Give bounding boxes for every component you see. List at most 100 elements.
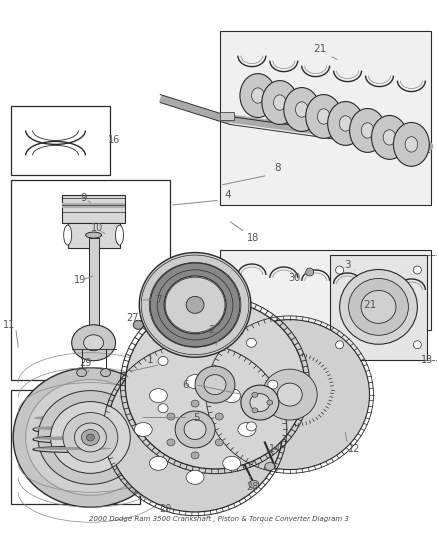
Ellipse shape xyxy=(197,328,207,337)
Ellipse shape xyxy=(13,368,168,507)
Ellipse shape xyxy=(33,447,113,453)
Ellipse shape xyxy=(339,270,417,344)
Ellipse shape xyxy=(371,116,407,159)
Text: 14: 14 xyxy=(268,445,281,455)
Ellipse shape xyxy=(186,375,204,389)
Ellipse shape xyxy=(175,411,215,448)
Ellipse shape xyxy=(172,305,179,311)
Bar xyxy=(330,255,427,360)
Ellipse shape xyxy=(240,74,276,117)
Ellipse shape xyxy=(167,439,175,446)
Ellipse shape xyxy=(164,276,226,334)
Ellipse shape xyxy=(74,423,106,452)
Text: 10: 10 xyxy=(91,223,103,233)
Text: 13: 13 xyxy=(421,354,434,365)
Ellipse shape xyxy=(215,413,223,420)
Ellipse shape xyxy=(85,232,102,238)
Ellipse shape xyxy=(50,401,130,473)
Ellipse shape xyxy=(223,456,241,470)
Text: 16: 16 xyxy=(108,135,120,146)
Bar xyxy=(220,112,234,120)
Text: 2000 Dodge Ram 3500 Crankshaft , Piston & Torque Converter Diagram 3: 2000 Dodge Ram 3500 Crankshaft , Piston … xyxy=(89,516,349,522)
Text: 18: 18 xyxy=(247,233,259,243)
Text: 21: 21 xyxy=(313,44,326,54)
Ellipse shape xyxy=(336,266,343,274)
Text: 7: 7 xyxy=(155,295,162,305)
Text: 30: 30 xyxy=(289,273,301,283)
Text: 29: 29 xyxy=(79,358,92,368)
Bar xyxy=(11,390,140,504)
Ellipse shape xyxy=(169,302,182,313)
Ellipse shape xyxy=(33,435,113,443)
Ellipse shape xyxy=(393,123,429,166)
Ellipse shape xyxy=(210,320,370,470)
Ellipse shape xyxy=(249,480,259,488)
Ellipse shape xyxy=(262,80,298,124)
Ellipse shape xyxy=(241,385,279,420)
Ellipse shape xyxy=(149,456,167,470)
Ellipse shape xyxy=(306,94,342,139)
Ellipse shape xyxy=(134,423,152,437)
Ellipse shape xyxy=(64,225,72,245)
Bar xyxy=(88,238,99,325)
Bar xyxy=(11,106,110,175)
Ellipse shape xyxy=(107,347,283,512)
Text: 4: 4 xyxy=(225,190,231,200)
Text: 21: 21 xyxy=(363,300,376,310)
Ellipse shape xyxy=(339,116,352,131)
Bar xyxy=(11,180,170,379)
Ellipse shape xyxy=(350,109,385,152)
Text: 12: 12 xyxy=(348,445,361,455)
Ellipse shape xyxy=(318,109,330,124)
Ellipse shape xyxy=(158,403,168,413)
Ellipse shape xyxy=(306,268,314,276)
Ellipse shape xyxy=(197,433,207,441)
Ellipse shape xyxy=(25,379,155,495)
Ellipse shape xyxy=(125,300,305,469)
Ellipse shape xyxy=(238,423,256,437)
Ellipse shape xyxy=(265,462,275,470)
Ellipse shape xyxy=(184,419,206,439)
Text: 27: 27 xyxy=(126,313,138,323)
Ellipse shape xyxy=(284,87,320,132)
Ellipse shape xyxy=(361,290,396,324)
Ellipse shape xyxy=(247,422,256,431)
Ellipse shape xyxy=(361,123,374,138)
Ellipse shape xyxy=(133,320,143,329)
Polygon shape xyxy=(220,31,431,205)
Ellipse shape xyxy=(273,95,286,110)
Ellipse shape xyxy=(149,389,167,402)
Ellipse shape xyxy=(34,405,112,411)
Ellipse shape xyxy=(262,369,317,420)
Ellipse shape xyxy=(158,357,168,366)
Ellipse shape xyxy=(77,369,87,377)
Ellipse shape xyxy=(116,225,124,245)
Ellipse shape xyxy=(186,296,204,313)
Text: 20: 20 xyxy=(159,504,171,514)
Ellipse shape xyxy=(34,415,112,421)
Ellipse shape xyxy=(328,101,364,146)
Ellipse shape xyxy=(33,414,113,425)
Ellipse shape xyxy=(34,426,112,430)
Text: 8: 8 xyxy=(275,163,281,173)
Ellipse shape xyxy=(277,383,302,406)
Ellipse shape xyxy=(84,335,103,351)
Ellipse shape xyxy=(167,413,175,420)
Ellipse shape xyxy=(204,375,226,394)
Ellipse shape xyxy=(252,408,258,413)
Text: 3: 3 xyxy=(344,260,351,270)
Text: 1: 1 xyxy=(147,354,154,365)
Ellipse shape xyxy=(223,389,241,402)
Ellipse shape xyxy=(195,366,235,403)
Text: 9: 9 xyxy=(80,193,87,203)
Bar xyxy=(62,195,126,223)
Ellipse shape xyxy=(139,253,251,357)
Bar xyxy=(68,223,120,248)
Ellipse shape xyxy=(336,341,343,349)
Ellipse shape xyxy=(34,447,112,450)
Ellipse shape xyxy=(191,452,199,459)
Ellipse shape xyxy=(38,391,143,484)
Text: 5: 5 xyxy=(193,413,199,423)
Ellipse shape xyxy=(33,425,113,434)
Ellipse shape xyxy=(267,400,273,405)
